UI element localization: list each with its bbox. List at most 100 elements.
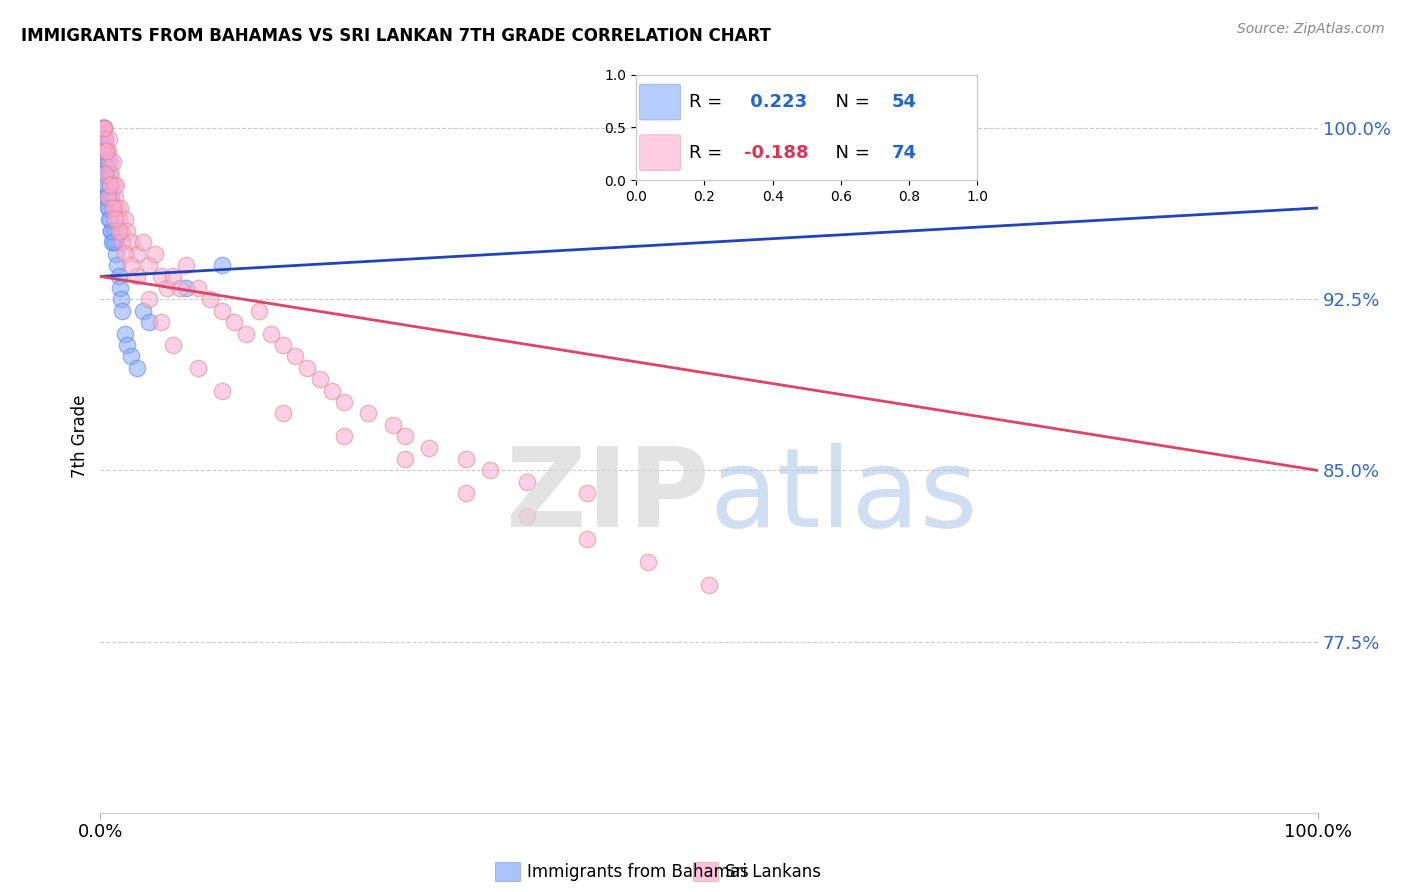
Point — [576, 532, 599, 546]
Point — [169, 281, 191, 295]
Point — [120, 258, 142, 272]
Point — [143, 246, 166, 260]
Point — [224, 315, 246, 329]
Point — [91, 121, 114, 136]
Point — [101, 201, 124, 215]
Point — [97, 167, 120, 181]
Point — [96, 189, 118, 203]
Point — [94, 178, 117, 193]
Point — [101, 235, 124, 250]
Text: atlas: atlas — [709, 443, 977, 550]
Point — [111, 303, 134, 318]
Point — [138, 293, 160, 307]
Point — [93, 167, 115, 181]
Text: ZIP: ZIP — [506, 443, 709, 550]
Point — [94, 167, 117, 181]
Point — [100, 167, 122, 181]
Point — [211, 303, 233, 318]
Point — [697, 577, 720, 591]
Point — [111, 235, 134, 250]
Point — [97, 201, 120, 215]
Point — [132, 303, 155, 318]
Point — [150, 269, 173, 284]
Point — [98, 212, 121, 227]
Point — [98, 178, 121, 193]
Point — [90, 155, 112, 169]
Point — [107, 212, 129, 227]
Point — [516, 475, 538, 489]
Point — [108, 201, 131, 215]
Point — [125, 360, 148, 375]
Point — [108, 281, 131, 295]
Point — [97, 155, 120, 169]
Point — [104, 212, 127, 227]
Point — [138, 315, 160, 329]
Point — [247, 303, 270, 318]
Point — [91, 167, 114, 181]
Point — [96, 155, 118, 169]
Point — [98, 212, 121, 227]
Point — [93, 121, 115, 136]
Point — [576, 486, 599, 500]
Point — [101, 155, 124, 169]
Point — [211, 258, 233, 272]
Point — [100, 189, 122, 203]
Point — [94, 132, 117, 146]
Point — [211, 384, 233, 398]
Point — [333, 429, 356, 443]
Point — [91, 144, 114, 158]
Point — [94, 132, 117, 146]
Point — [93, 121, 115, 136]
Point — [93, 155, 115, 169]
Point — [187, 281, 209, 295]
Point — [110, 293, 132, 307]
Point — [260, 326, 283, 341]
Point — [418, 441, 440, 455]
Point — [454, 486, 477, 500]
Point — [107, 269, 129, 284]
Point — [454, 452, 477, 467]
Point — [104, 235, 127, 250]
Text: Immigrants from Bahamas: Immigrants from Bahamas — [527, 863, 749, 881]
Point — [104, 189, 127, 203]
Point — [90, 132, 112, 146]
Point — [187, 360, 209, 375]
Point — [96, 189, 118, 203]
Point — [91, 189, 114, 203]
Point — [125, 269, 148, 284]
Point — [94, 167, 117, 181]
Point — [105, 201, 128, 215]
Point — [114, 212, 136, 227]
Point — [381, 417, 404, 432]
Point — [100, 224, 122, 238]
Point — [637, 555, 659, 569]
Text: Sri Lankans: Sri Lankans — [725, 863, 821, 881]
Point — [93, 178, 115, 193]
Point — [115, 338, 138, 352]
Point — [94, 144, 117, 158]
Point — [308, 372, 330, 386]
Point — [156, 281, 179, 295]
Point — [101, 235, 124, 250]
Point — [91, 132, 114, 146]
Point — [162, 338, 184, 352]
Point — [97, 201, 120, 215]
Point — [114, 326, 136, 341]
Point — [90, 144, 112, 158]
Point — [297, 360, 319, 375]
Point — [103, 224, 125, 238]
Point — [271, 406, 294, 420]
Point — [114, 246, 136, 260]
Point — [96, 144, 118, 158]
Point — [174, 258, 197, 272]
Point — [103, 178, 125, 193]
Point — [98, 155, 121, 169]
Point — [93, 144, 115, 158]
Point — [100, 224, 122, 238]
Point — [284, 350, 307, 364]
Point — [120, 350, 142, 364]
Point — [105, 258, 128, 272]
Point — [91, 144, 114, 158]
Point — [91, 121, 114, 136]
Point — [120, 235, 142, 250]
